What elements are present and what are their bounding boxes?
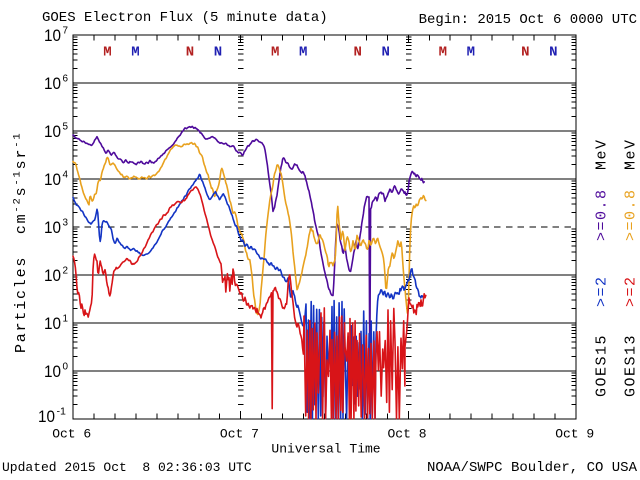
svg-text:GOES15: GOES15 xyxy=(594,334,611,397)
svg-text:M: M xyxy=(103,45,111,61)
svg-text:Particles cm-2s-1sr-1: Particles cm-2s-1sr-1 xyxy=(12,132,31,353)
svg-text:10: 10 xyxy=(44,170,61,189)
svg-text:10: 10 xyxy=(44,74,61,93)
svg-text:10: 10 xyxy=(44,362,61,381)
svg-text:NOAA/SWPC Boulder, CO USA: NOAA/SWPC Boulder, CO USA xyxy=(427,460,638,476)
svg-text:GOES13: GOES13 xyxy=(623,334,640,397)
svg-text:-1: -1 xyxy=(57,407,67,418)
svg-text:1: 1 xyxy=(63,314,69,325)
svg-text:Universal Time: Universal Time xyxy=(271,442,380,457)
svg-text:3: 3 xyxy=(63,218,69,229)
svg-text:>=0.8: >=0.8 xyxy=(623,188,640,241)
svg-text:>=2: >=2 xyxy=(623,275,640,307)
svg-text:M: M xyxy=(439,45,447,61)
svg-text:Oct 7: Oct 7 xyxy=(220,427,259,442)
svg-text:M: M xyxy=(299,45,307,61)
svg-text:Oct 8: Oct 8 xyxy=(387,427,426,442)
svg-text:10: 10 xyxy=(44,122,61,141)
svg-text:0: 0 xyxy=(63,362,69,373)
svg-text:Begin: 2015 Oct 6 0000 UTC: Begin: 2015 Oct 6 0000 UTC xyxy=(419,12,637,28)
svg-text:Oct 6: Oct 6 xyxy=(52,427,91,442)
svg-text:Oct 9: Oct 9 xyxy=(555,427,594,442)
svg-text:6: 6 xyxy=(63,74,69,85)
svg-text:MeV: MeV xyxy=(594,138,611,170)
svg-text:10: 10 xyxy=(44,218,61,237)
svg-text:10: 10 xyxy=(38,407,55,426)
svg-text:10: 10 xyxy=(44,266,61,285)
svg-text:7: 7 xyxy=(63,26,69,37)
svg-text:M: M xyxy=(131,45,139,61)
svg-text:10: 10 xyxy=(44,26,61,45)
svg-text:5: 5 xyxy=(63,122,69,133)
svg-text:M: M xyxy=(467,45,475,61)
svg-text:N: N xyxy=(549,45,557,61)
svg-text:N: N xyxy=(186,45,194,61)
svg-text:4: 4 xyxy=(63,170,69,181)
svg-text:N: N xyxy=(521,45,529,61)
svg-text:M: M xyxy=(271,45,279,61)
svg-text:Updated 2015 Oct 8 02:36:03 U: Updated 2015 Oct 8 02:36:03 UTC xyxy=(2,460,252,475)
svg-text:10: 10 xyxy=(44,314,61,333)
svg-text:N: N xyxy=(381,45,389,61)
svg-text:N: N xyxy=(353,45,361,61)
svg-text:GOES Electron Flux (5 minute d: GOES Electron Flux (5 minute data) xyxy=(42,10,328,26)
svg-text:>=0.8: >=0.8 xyxy=(594,188,611,241)
svg-text:>=2: >=2 xyxy=(594,275,611,307)
svg-text:2: 2 xyxy=(63,266,69,277)
svg-text:MeV: MeV xyxy=(623,138,640,170)
svg-text:N: N xyxy=(214,45,222,61)
